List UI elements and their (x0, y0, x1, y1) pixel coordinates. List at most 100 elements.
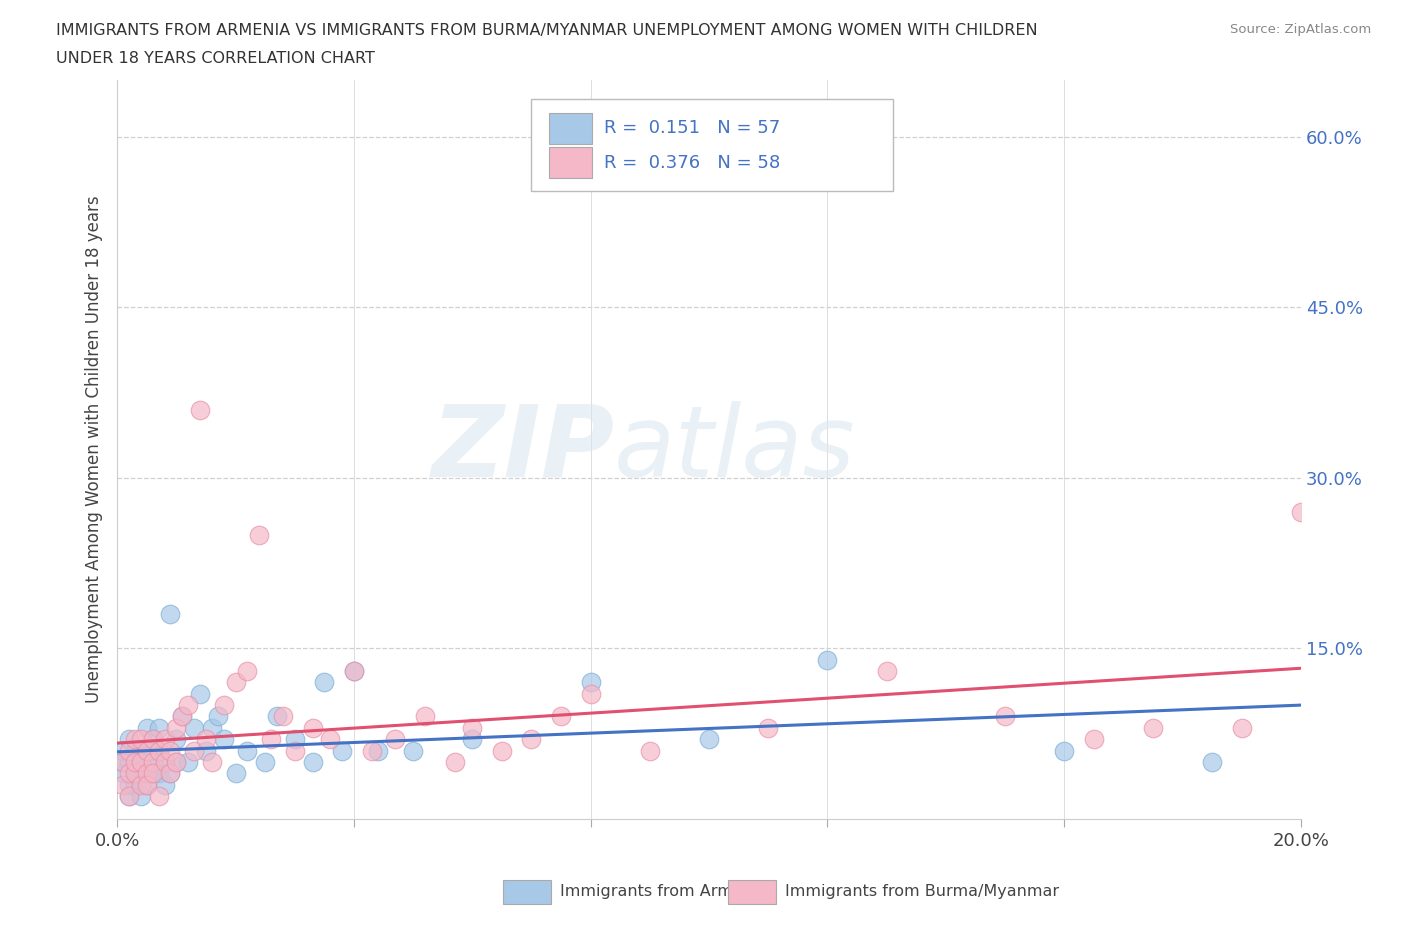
Point (1230, 721, 1253, 736)
Point (413, 709, 436, 724)
Point (142, 765, 165, 780)
Point (129, 743, 152, 758)
Point (148, 743, 170, 758)
Point (159, 606, 181, 621)
Point (1083, 732, 1105, 747)
Point (194, 732, 217, 747)
Point (247, 527, 270, 542)
Point (271, 709, 294, 724)
Point (135, 765, 157, 780)
Point (142, 765, 165, 780)
Point (343, 663, 366, 678)
Point (142, 754, 165, 769)
Point (443, 754, 465, 769)
Point (225, 675, 247, 690)
Point (124, 777, 146, 792)
Point (491, 743, 513, 758)
FancyBboxPatch shape (550, 113, 592, 143)
Point (118, 789, 141, 804)
Point (520, 732, 543, 747)
Text: ZIP: ZIP (432, 401, 614, 498)
Point (129, 732, 152, 747)
Point (165, 732, 187, 747)
Point (148, 765, 170, 780)
Point (142, 732, 165, 747)
Point (876, 663, 898, 678)
Point (254, 754, 277, 769)
Point (118, 732, 141, 747)
Point (165, 721, 187, 736)
Point (135, 721, 157, 736)
Point (118, 777, 141, 792)
Point (638, 743, 661, 758)
Point (148, 743, 170, 758)
Point (124, 754, 146, 769)
Point (384, 732, 406, 747)
Text: Immigrants from Burma/Myanmar: Immigrants from Burma/Myanmar (785, 884, 1059, 899)
Point (177, 698, 200, 712)
Point (212, 732, 235, 747)
Point (129, 789, 152, 804)
Point (142, 754, 165, 769)
Point (129, 765, 152, 780)
Point (153, 754, 176, 769)
Point (135, 743, 157, 758)
Point (343, 663, 366, 678)
Point (697, 732, 720, 747)
FancyBboxPatch shape (550, 147, 592, 179)
Point (112, 743, 135, 758)
Point (207, 709, 229, 724)
Point (112, 754, 135, 769)
Point (118, 789, 141, 804)
Point (550, 709, 572, 724)
Point (201, 721, 224, 736)
Point (1289, 504, 1312, 519)
Point (129, 777, 152, 792)
Text: UNDER 18 YEARS CORRELATION CHART: UNDER 18 YEARS CORRELATION CHART (56, 51, 375, 66)
Text: R =  0.151   N = 57: R = 0.151 N = 57 (603, 119, 780, 137)
Point (402, 743, 425, 758)
Point (360, 743, 382, 758)
Point (159, 765, 181, 780)
Point (124, 765, 146, 780)
Point (159, 743, 181, 758)
Point (330, 743, 353, 758)
Point (118, 754, 141, 769)
Point (124, 754, 146, 769)
Point (135, 765, 157, 780)
Point (284, 732, 307, 747)
Y-axis label: Unemployment Among Women with Children Under 18 years: Unemployment Among Women with Children U… (86, 195, 103, 703)
Point (172, 709, 194, 724)
Point (815, 652, 838, 667)
Point (756, 721, 779, 736)
Point (153, 732, 176, 747)
Point (236, 663, 259, 678)
Point (1142, 721, 1164, 736)
Point (260, 732, 283, 747)
Point (284, 743, 307, 758)
Point (1201, 754, 1223, 769)
Point (118, 765, 141, 780)
Point (579, 686, 602, 701)
Point (148, 789, 170, 804)
Point (183, 721, 205, 736)
Point (153, 754, 176, 769)
Text: R =  0.376   N = 58: R = 0.376 N = 58 (603, 153, 780, 172)
Point (112, 754, 135, 769)
Point (314, 675, 336, 690)
Point (129, 754, 152, 769)
Point (148, 721, 170, 736)
Point (188, 686, 211, 701)
Point (266, 709, 288, 724)
Point (579, 675, 602, 690)
Point (177, 754, 200, 769)
Point (461, 732, 484, 747)
Point (124, 765, 146, 780)
Point (301, 721, 323, 736)
Point (201, 754, 224, 769)
Point (118, 743, 141, 758)
Point (129, 754, 152, 769)
Point (124, 743, 146, 758)
Point (225, 765, 247, 780)
Point (112, 777, 135, 792)
